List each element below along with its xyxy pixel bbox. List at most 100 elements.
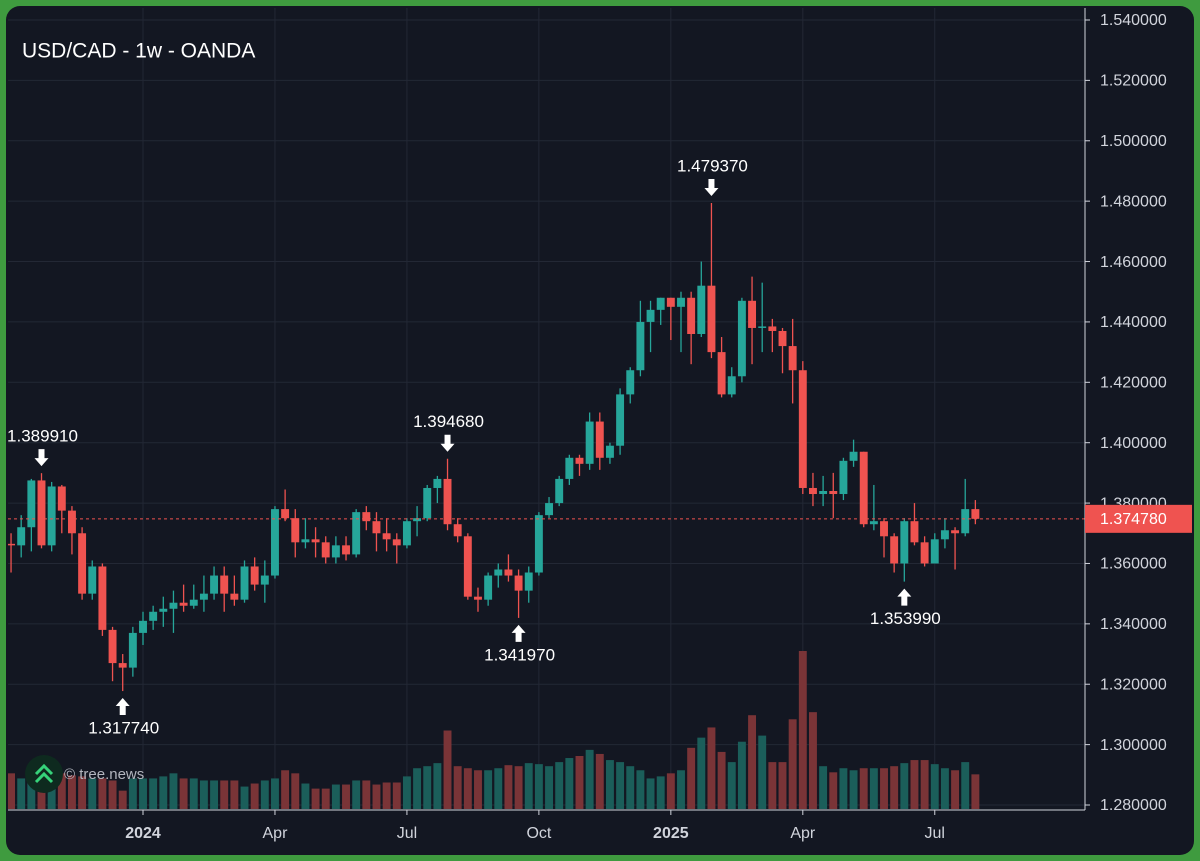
volume-bar	[382, 782, 391, 809]
chart-title: USD/CAD - 1w - OANDA	[22, 40, 255, 63]
annotation-label: 1.479370	[677, 157, 748, 176]
candle-body	[697, 285, 706, 334]
volume-bar	[67, 775, 76, 809]
volume-bar	[311, 788, 320, 809]
candle-body	[666, 297, 675, 307]
candle-body	[392, 539, 401, 546]
volume-bar	[859, 768, 868, 809]
candle-body	[829, 491, 838, 495]
grid	[8, 8, 1085, 810]
candle-body	[372, 521, 381, 534]
candle-body	[585, 421, 594, 464]
volume-bar	[626, 766, 635, 809]
volume-bar	[78, 776, 87, 809]
volume-bar	[971, 774, 980, 809]
candle-body	[808, 487, 817, 495]
annotation: 1.389910	[7, 427, 78, 467]
candle-body	[737, 300, 746, 377]
volume-bar	[372, 784, 381, 809]
candle-body	[463, 536, 472, 597]
volume-bar	[890, 766, 899, 809]
annotation: 1.317740	[88, 698, 159, 738]
candle-body	[8, 543, 16, 546]
x-tick-label: 2025	[653, 825, 689, 842]
volume-bar	[331, 784, 340, 809]
annotation-arrow	[704, 179, 719, 197]
candle-body	[869, 521, 878, 525]
annotation: 1.394680	[413, 412, 484, 452]
candle-body	[494, 569, 503, 576]
candle-body	[57, 486, 66, 511]
volume-bar	[636, 770, 645, 809]
candle-body	[484, 575, 493, 600]
volume-bar	[108, 780, 117, 809]
candle-body	[798, 370, 807, 488]
candle-body	[687, 297, 696, 334]
y-tick-label: 1.320000	[1100, 676, 1167, 693]
candle-body	[149, 611, 158, 621]
y-tick-label: 1.280000	[1100, 797, 1167, 814]
y-tick-label: 1.360000	[1100, 556, 1167, 573]
candle-body	[423, 487, 432, 519]
candle-body	[402, 521, 411, 546]
volume-bar	[687, 747, 696, 809]
volume-bar	[210, 780, 219, 809]
volume-bar	[940, 768, 949, 809]
volume-bar	[869, 768, 878, 809]
volume-bar	[677, 770, 685, 809]
volume-bar	[443, 730, 452, 809]
candle-body	[199, 593, 208, 600]
volume-bar	[808, 712, 817, 809]
candle-body	[819, 491, 828, 495]
logo-chevrons	[34, 763, 54, 784]
x-tick-label: Apr	[790, 825, 816, 842]
candle-body	[108, 629, 117, 664]
volume-bar	[910, 760, 919, 809]
y-tick-label: 1.520000	[1100, 73, 1167, 90]
candle-body	[940, 530, 949, 540]
volume-bar	[159, 776, 168, 809]
volume-bar	[453, 766, 462, 809]
volume-bar	[98, 778, 107, 809]
candle-body	[67, 510, 76, 534]
volume-bar	[342, 784, 350, 809]
candle-body	[900, 521, 909, 564]
volume-bar	[727, 762, 736, 809]
y-tick-label: 1.540000	[1100, 12, 1167, 29]
candle-body	[524, 572, 533, 591]
volume-bar	[88, 778, 97, 809]
volume-bar	[271, 778, 279, 809]
candle-body	[240, 566, 249, 600]
candle-body	[971, 509, 980, 519]
volume-bar	[463, 768, 472, 809]
volume-bar	[880, 768, 888, 809]
candle-body	[656, 297, 665, 310]
volume-bar	[524, 763, 533, 809]
candle-body	[839, 460, 848, 495]
volume-bar	[118, 790, 127, 809]
candle-body	[453, 524, 462, 537]
volume-bar	[778, 762, 787, 809]
volume-bar	[697, 737, 706, 809]
y-tick-label: 1.340000	[1100, 616, 1167, 633]
volume-bar	[260, 780, 269, 809]
candle-body	[514, 575, 523, 591]
candle-body	[88, 566, 97, 594]
y-tick-label: 1.500000	[1100, 133, 1167, 150]
candle-body	[534, 515, 543, 573]
candle-body	[778, 330, 787, 347]
volume-bar	[169, 773, 178, 809]
candle-body	[930, 539, 939, 564]
volume-bar	[930, 764, 939, 809]
volume-bar	[839, 768, 848, 809]
volume-bar	[474, 770, 482, 809]
volume-bar	[139, 778, 147, 809]
volume-bar	[829, 772, 838, 809]
y-tick-label: 1.460000	[1100, 254, 1167, 271]
candle-body	[575, 457, 584, 464]
candle-body	[47, 486, 56, 546]
volume-bar	[189, 778, 198, 809]
annotation-arrow	[511, 624, 526, 642]
candle-body	[413, 518, 422, 522]
candle-body	[555, 478, 564, 504]
